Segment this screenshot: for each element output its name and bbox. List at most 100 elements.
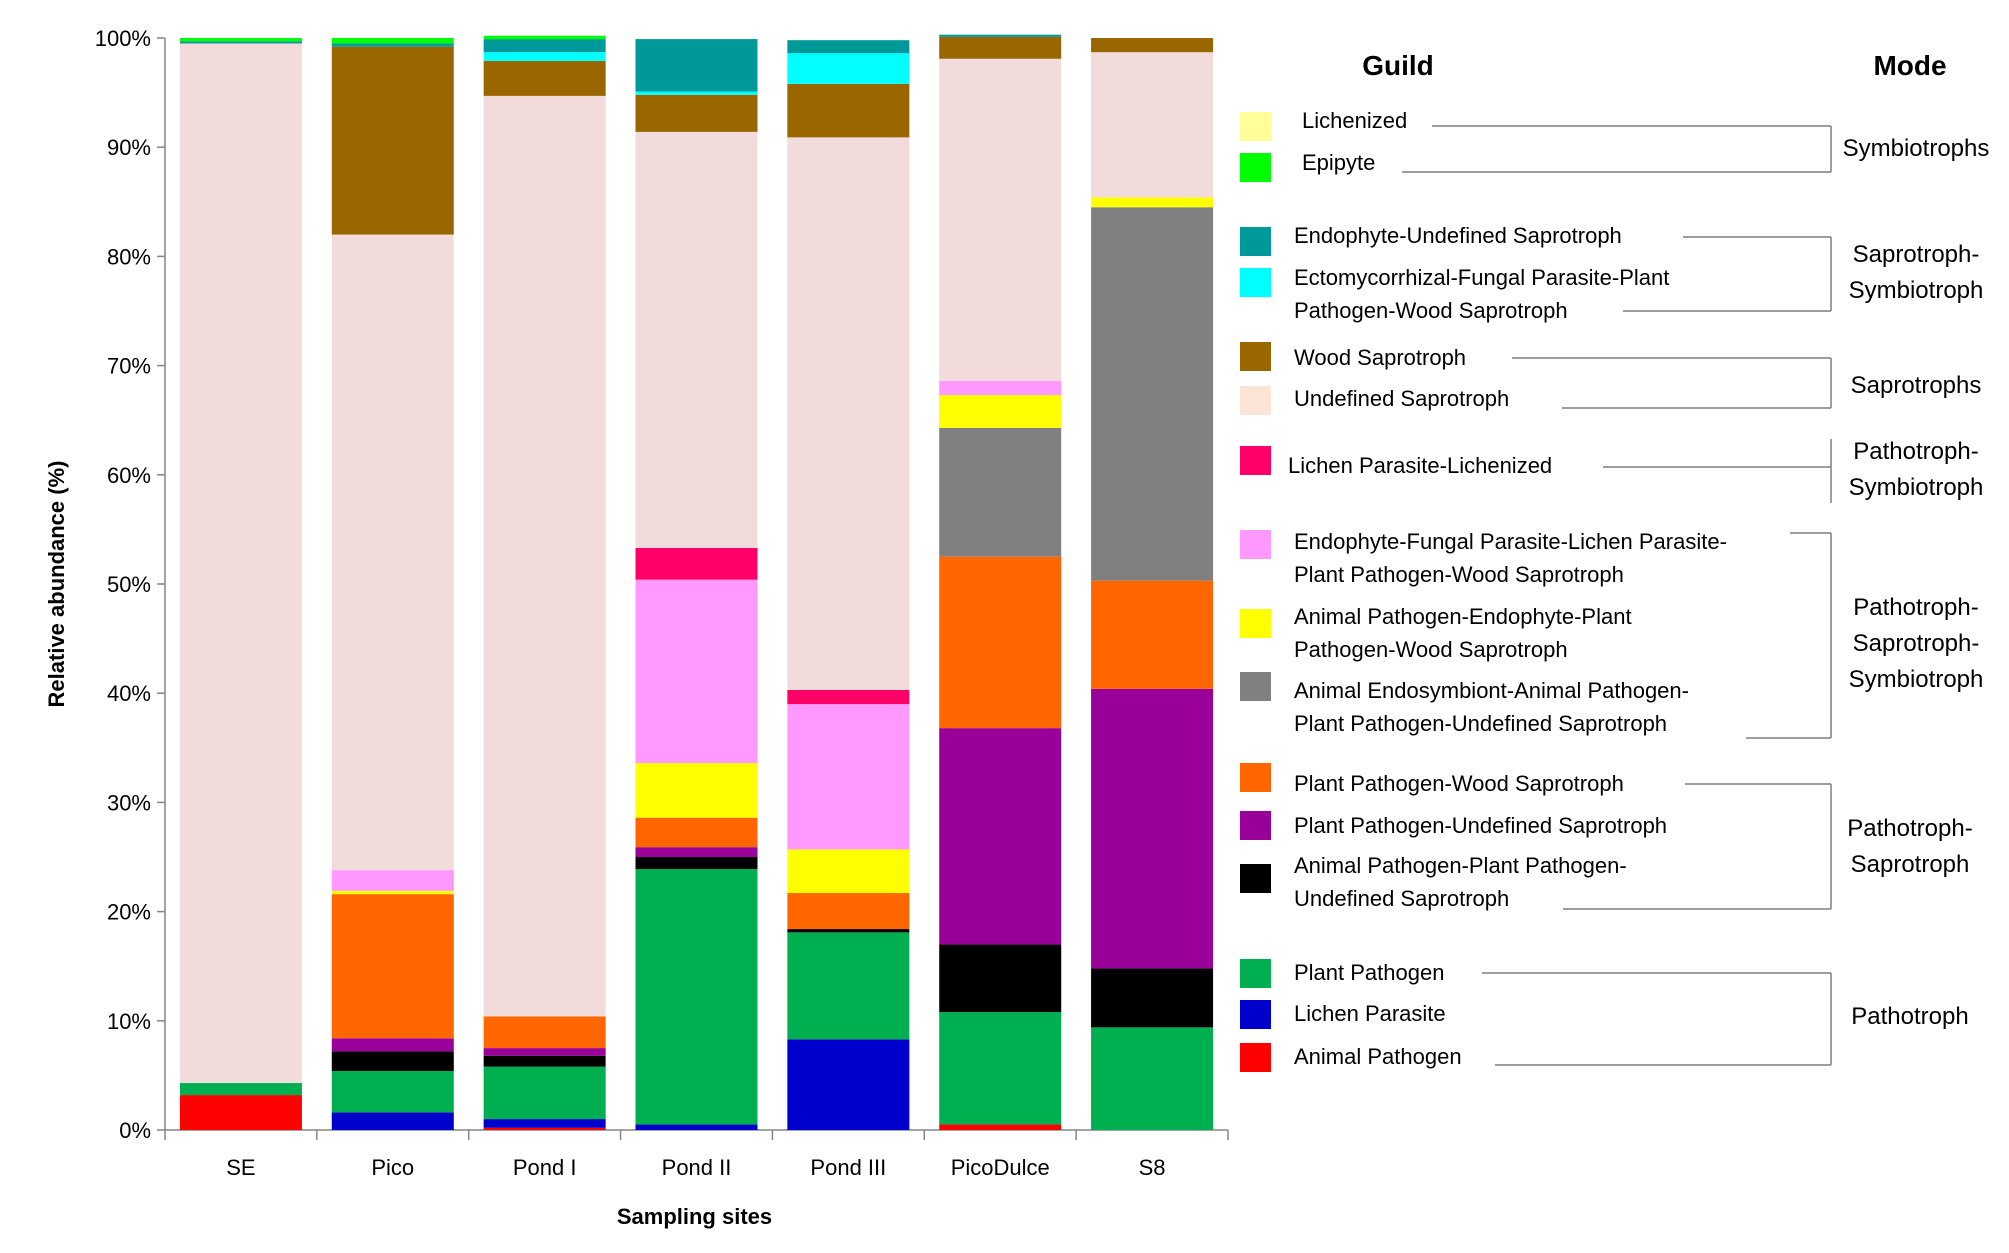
bar-segment-pond-ii-endophyte-fungal-parasite-lichen-parasite-plant-pathogen-wood-saprotroph [635, 579, 758, 764]
x-tick-label: Pond III [810, 1155, 886, 1180]
bar-segment-pond-iii-undefined-saprotroph [787, 137, 910, 690]
bar-segment-s8-plant-pathogen-wood-saprotroph [1091, 580, 1214, 689]
bar-segment-pond-i-plant-pathogen-undefined-saprotroph [483, 1048, 606, 1056]
legend-label: Pathogen-Wood Saprotroph [1294, 298, 1568, 323]
bar-segment-pond-ii-wood-saprotroph [635, 94, 758, 132]
bar-segment-pico-plant-pathogen [331, 1071, 454, 1113]
legend-item-lichen-parasite-lichenized: Lichen Parasite-Lichenized [1240, 446, 1831, 478]
legend-swatch [1240, 530, 1271, 559]
legend-label: Plant Pathogen-Wood Saprotroph [1294, 771, 1624, 796]
bar-segment-pond-ii-plant-pathogen [635, 869, 758, 1125]
legend-swatch [1240, 112, 1271, 141]
bar-segment-pond-iii-endophyte-undefined-saprotroph [787, 40, 910, 54]
bar-segment-picodulce-animal-endosymbiont-animal-pathogen-plant-pathogen-undefined-saprotroph [939, 427, 1062, 557]
legend-mode-header: Mode [1873, 50, 1946, 81]
bar-group-pico [331, 38, 454, 1130]
bar-group-s8 [1091, 38, 1214, 1130]
plot-area: 0% 10% 20% 30% 40% 50% 60% 70% 80% 90% 100% SE Pico P… [44, 26, 1229, 1229]
legend-item-plant-pathogen-wood-saprotroph: Plant Pathogen-Wood Saprotroph [1240, 763, 1831, 796]
bar-segment-pond-iii-ectomycorrhizal-fungal-parasite-plant-pathogen-wood-saprotroph [787, 53, 910, 84]
bar-segment-pond-iii-animal-pathogen-plant-pathogen-undefined-saprotroph [787, 929, 910, 933]
legend-item-endophyte-fungal-parasite-lichen-parasite-plant-pathogen-wood-saprotroph: Endophyte-Fungal Parasite-Lichen Parasit… [1240, 529, 1831, 587]
x-tick-label: SE [226, 1155, 255, 1180]
bar-group-pond-ii [635, 39, 758, 1130]
y-tick-label: 10% [107, 1009, 151, 1034]
bar-segment-picodulce-undefined-saprotroph [939, 58, 1062, 381]
legend-swatch [1240, 153, 1271, 182]
y-tick-label: 100% [95, 26, 151, 51]
legend-item-undefined-saprotroph: Undefined Saprotroph [1240, 386, 1831, 415]
bar-segment-pico-endophyte-undefined-saprotroph [331, 43, 454, 47]
bar-segment-pico-wood-saprotroph [331, 46, 454, 235]
legend-item-animal-endosymbiont-animal-pathogen-plant-pathogen-undefined-saprotroph: Animal Endosymbiont-Animal Pathogen- Plan… [1240, 672, 1831, 739]
legend-label: Ectomycorrhizal-Fungal Parasite-Plant [1294, 265, 1669, 290]
bar-segment-picodulce-animal-pathogen-plant-pathogen-undefined-saprotroph [939, 944, 1062, 1013]
bar-segment-pond-ii-undefined-saprotroph [635, 131, 758, 548]
y-tick-label: 30% [107, 790, 151, 815]
bar-segment-pond-ii-plant-pathogen-undefined-saprotroph [635, 847, 758, 857]
bar-segment-pond-i-animal-pathogen [483, 1127, 606, 1130]
bar-segment-pico-lichen-parasite [331, 1112, 454, 1130]
bar-segment-pond-ii-lichen-parasite-lichenized [635, 547, 758, 580]
bar-segment-pico-plant-pathogen-wood-saprotroph [331, 894, 454, 1039]
legend-swatch [1240, 1000, 1271, 1029]
legend-item-animal-pathogen: Animal Pathogen [1240, 1043, 1831, 1072]
bar-segment-s8-animal-pathogen-endophyte-plant-pathogen-wood-saprotroph [1091, 197, 1214, 208]
bar-segment-se-epipyte [179, 38, 302, 42]
bar-segment-pond-iii-animal-pathogen-endophyte-plant-pathogen-wood-saprotroph [787, 849, 910, 894]
y-tick-label: 40% [107, 681, 151, 706]
legend-swatch [1240, 342, 1271, 371]
bar-segment-s8-plant-pathogen [1091, 1027, 1214, 1130]
legend-swatch [1240, 763, 1271, 792]
legend-label: Lichenized [1302, 108, 1407, 133]
bar-segment-pond-i-ectomycorrhizal-fungal-parasite-plant-pathogen-wood-saprotroph [483, 52, 606, 61]
legend-label: Undefined Saprotroph [1294, 386, 1509, 411]
bar-segment-pond-iii-lichen-parasite [787, 1039, 910, 1130]
legend-swatch [1240, 672, 1271, 701]
bar-segment-s8-animal-pathogen-plant-pathogen-undefined-saprotroph [1091, 968, 1214, 1028]
y-tick-label: 80% [107, 244, 151, 269]
x-tick-label: Pico [371, 1155, 414, 1180]
y-tick-label: 60% [107, 463, 151, 488]
mode-label: Symbiotrophs [1843, 135, 1990, 162]
mode-label: Saprotroph [1851, 851, 1970, 878]
bar-segment-pond-ii-plant-pathogen-wood-saprotroph [635, 817, 758, 848]
bar-group-picodulce [939, 34, 1062, 1130]
bar-segment-s8-plant-pathogen-undefined-saprotroph [1091, 688, 1214, 969]
mode-label: Saprotroph- [1853, 630, 1980, 657]
legend-item-epipyte: Epipyte [1240, 150, 1831, 182]
bar-segment-picodulce-wood-saprotroph [939, 36, 1062, 59]
legend-label: Epipyte [1302, 150, 1375, 175]
bar-segment-s8-undefined-saprotroph [1091, 52, 1214, 198]
y-tick-label: 90% [107, 135, 151, 160]
bar-segment-picodulce-animal-pathogen [939, 1124, 1062, 1130]
legend-swatch [1240, 386, 1271, 415]
legend-item-animal-pathogen-plant-pathogen-undefined-saprotroph: Animal Pathogen-Plant Pathogen- Undefined… [1240, 853, 1831, 911]
y-tick-label: 50% [107, 572, 151, 597]
legend-swatch [1240, 1043, 1271, 1072]
legend-label: Animal Endosymbiont-Animal Pathogen- [1294, 678, 1689, 703]
bar-group-se [179, 38, 302, 1130]
bar-segment-pond-iii-wood-saprotroph [787, 83, 910, 138]
x-axis-title: Sampling sites [617, 1204, 772, 1229]
bar-segment-pond-iii-plant-pathogen-wood-saprotroph [787, 893, 910, 930]
legend-item-lichenized: Lichenized [1240, 108, 1831, 141]
bar-group-pond-iii [787, 40, 910, 1130]
x-tick-label: Pond I [513, 1155, 577, 1180]
bar-segment-se-undefined-saprotroph [179, 43, 302, 1084]
legend-item-animal-pathogen-endophyte-plant-pathogen-wood-saprotroph: Animal Pathogen-Endophyte-Plant Pathogen-… [1240, 604, 1632, 662]
bar-segment-pond-ii-animal-pathogen-plant-pathogen-undefined-saprotroph [635, 857, 758, 870]
legend-item-lichen-parasite: Lichen Parasite [1240, 1000, 1446, 1029]
legend-swatch [1240, 227, 1271, 256]
legend-guild-header: Guild [1362, 50, 1434, 81]
bar-segment-picodulce-plant-pathogen [939, 1012, 1062, 1125]
x-tick-label: S8 [1139, 1155, 1166, 1180]
y-tick-label: 70% [107, 354, 151, 379]
legend-item-plant-pathogen: Plant Pathogen [1240, 959, 1831, 988]
mode-label: Symbiotroph [1849, 277, 1984, 304]
bar-segment-pond-i-undefined-saprotroph [483, 95, 606, 1017]
bar-segment-se-endophyte-undefined-saprotroph [179, 41, 302, 44]
legend-label: Endophyte-Fungal Parasite-Lichen Parasit… [1294, 529, 1727, 554]
bar-segment-pond-ii-animal-pathogen-endophyte-plant-pathogen-wood-saprotroph [635, 763, 758, 818]
